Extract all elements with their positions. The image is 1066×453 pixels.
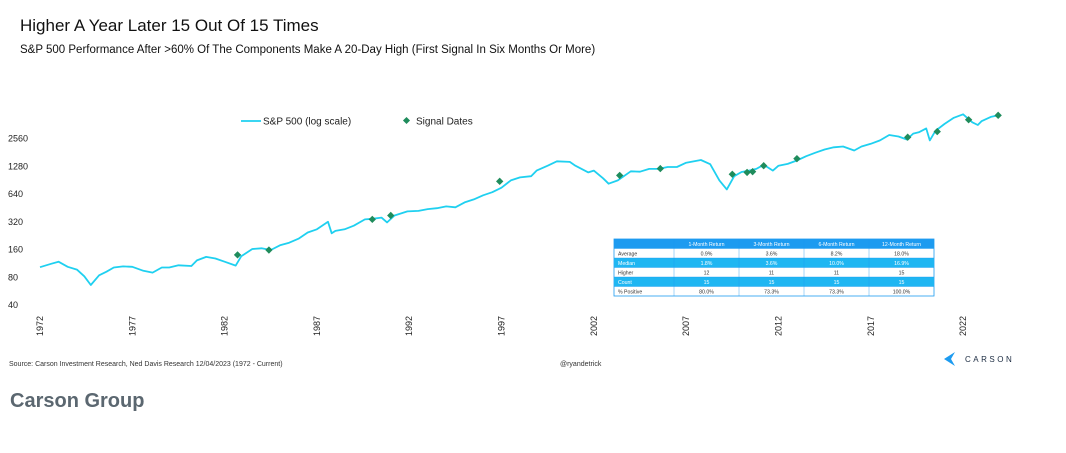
table-cell: Average xyxy=(618,251,637,257)
table-cell: Count xyxy=(618,280,632,286)
image-caption: Carson Group xyxy=(10,390,145,412)
x-tick-label: 1997 xyxy=(497,316,507,336)
signal-markers xyxy=(233,111,1002,259)
signal-marker xyxy=(265,246,273,254)
signal-marker xyxy=(387,211,395,220)
chart-subtitle: S&P 500 Performance After >60% Of The Co… xyxy=(20,44,596,56)
table-cell: 15 xyxy=(899,280,905,286)
x-tick-label: 2017 xyxy=(866,316,876,336)
table-cell: 80.0% xyxy=(699,289,714,295)
stats-table: 1-Month Return 3-Month Return 6-Month Retu… xyxy=(613,238,935,297)
y-tick-label: 80 xyxy=(8,272,18,282)
x-tick-label: 1972 xyxy=(35,316,45,336)
table-header-row xyxy=(614,239,934,249)
table-cell: Higher xyxy=(618,270,634,276)
signal-marker xyxy=(904,133,912,141)
signal-marker xyxy=(743,168,751,177)
table-cell: 73.3% xyxy=(764,289,779,295)
x-tick-label: 2012 xyxy=(773,316,783,336)
sp500-series-line xyxy=(39,113,999,286)
table-cell: 3.6% xyxy=(766,261,778,267)
y-tick-label: 2560 xyxy=(8,134,28,144)
signal-marker xyxy=(994,111,1002,120)
author-handle: @ryandetrick xyxy=(560,361,602,368)
legend: S&P 500 (log scale) Signal Dates xyxy=(241,117,473,128)
x-tick-label: 1982 xyxy=(220,316,230,336)
table-cell: 12 xyxy=(704,270,710,276)
table-cell: 15 xyxy=(769,280,775,286)
y-tick-label: 40 xyxy=(8,300,18,310)
signal-marker xyxy=(728,170,736,178)
y-tick-label: 320 xyxy=(8,217,23,227)
y-tick-label: 1280 xyxy=(8,161,28,171)
legend-signal-label: Signal Dates xyxy=(416,117,473,128)
x-axis-ticks: 1972 1977 1982 1987 1992 1997 2002 2007 2012 2017… xyxy=(35,316,968,336)
table-cell: 3.6% xyxy=(766,251,778,257)
carson-logo-text: CARSON xyxy=(965,355,1014,364)
table-cell: 15 xyxy=(704,280,710,286)
signal-marker xyxy=(496,177,504,186)
source-note: Source: Carson Investment Research, Ned … xyxy=(9,361,283,368)
table-cell: 0.9% xyxy=(701,251,713,257)
table-cell: 15 xyxy=(834,280,840,286)
table-cell: Median xyxy=(618,261,635,267)
x-tick-label: 1987 xyxy=(312,316,322,336)
table-cell: 73.3% xyxy=(829,289,844,295)
table-cell: 10.0% xyxy=(829,261,844,267)
table-cell: 18.0% xyxy=(894,251,909,257)
table-highlight-row xyxy=(614,277,934,287)
table-cell: 8.2% xyxy=(831,251,843,257)
x-tick-label: 1977 xyxy=(127,316,137,336)
table-cell: % Positive xyxy=(618,289,642,295)
chart-title: Higher A Year Later 15 Out Of 15 Times xyxy=(20,16,319,35)
y-tick-label: 160 xyxy=(8,245,23,255)
legend-series-label: S&P 500 (log scale) xyxy=(263,117,351,128)
x-tick-label: 2022 xyxy=(958,316,968,336)
signal-marker xyxy=(616,171,624,180)
table-header-cell: 3-Month Return xyxy=(753,242,789,248)
table-cell: 1.8% xyxy=(701,261,713,267)
signal-marker xyxy=(368,215,376,224)
table-cell: 100.0% xyxy=(893,289,911,295)
carson-logo-mark xyxy=(944,352,955,366)
table-header-cell: 6-Month Return xyxy=(818,242,854,248)
x-tick-label: 2007 xyxy=(681,316,691,336)
table-cell: 11 xyxy=(834,270,839,276)
carson-logo: CARSON xyxy=(944,352,1014,366)
x-tick-label: 1992 xyxy=(404,316,414,336)
table-highlight-row xyxy=(614,258,934,268)
legend-marker-swatch xyxy=(402,116,411,125)
y-axis-ticks: 40 80 160 320 640 1280 2560 xyxy=(8,134,28,310)
signal-marker xyxy=(933,127,941,136)
x-tick-label: 2002 xyxy=(589,316,599,336)
signal-marker xyxy=(656,164,664,173)
table-cell: 16.9% xyxy=(894,261,909,267)
signal-marker xyxy=(793,154,801,163)
table-cell: 11 xyxy=(769,270,774,276)
y-tick-label: 640 xyxy=(8,189,23,199)
table-header-cell: 1-Month Return xyxy=(688,242,724,248)
table-cell: 15 xyxy=(899,270,905,276)
signal-marker xyxy=(760,162,768,170)
table-header-cell: 12-Month Return xyxy=(882,242,921,248)
